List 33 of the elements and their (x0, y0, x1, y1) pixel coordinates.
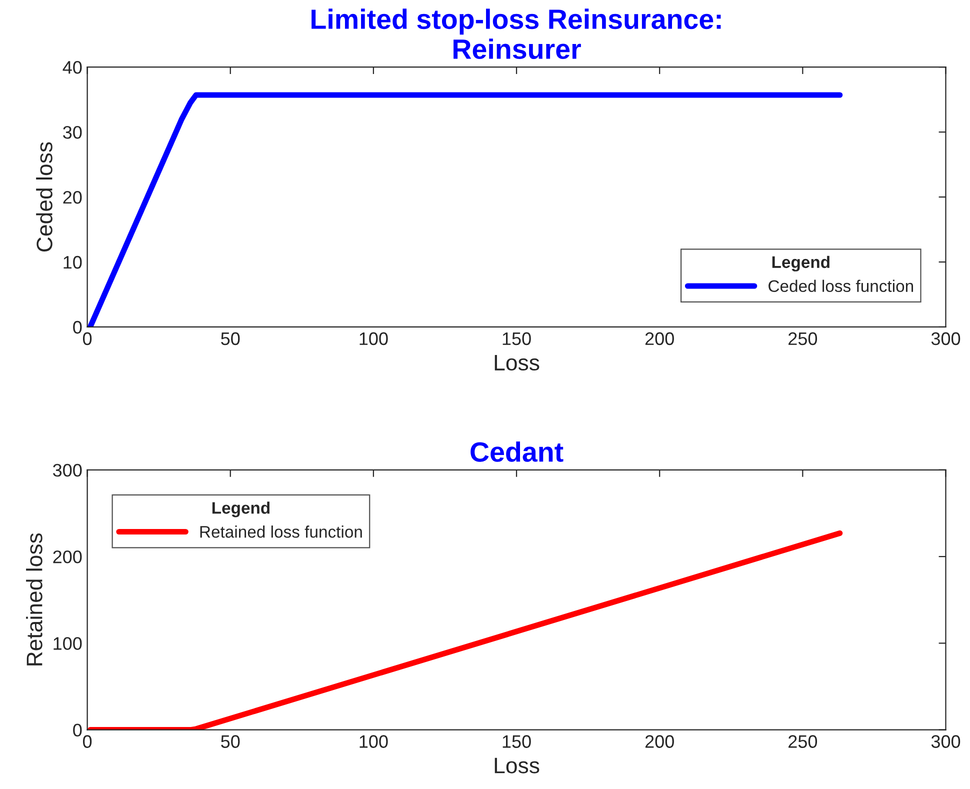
y-tick-label: 0 (73, 724, 82, 737)
y-tick-label: 20 (63, 190, 82, 204)
y-tick-label: 100 (54, 637, 82, 650)
x-tick-label: 300 (931, 332, 960, 346)
y-tick-label: 30 (63, 126, 82, 139)
x-tick-label: 150 (502, 735, 531, 748)
chart-title: Limited stop-loss Reinsurance: Reinsurer (312, 8, 721, 60)
x-tick-label: 100 (360, 332, 388, 346)
x-tick-label: 50 (221, 735, 240, 748)
legend-title: Legend (212, 502, 270, 518)
legend-label: Retained loss function (200, 526, 362, 538)
x-axis-title: Loss (494, 758, 540, 774)
y-axis-title: Ceded loss (36, 142, 52, 252)
x-tick-label: 200 (645, 735, 674, 748)
x-tick-label: 250 (788, 332, 818, 346)
x-axis-title: Loss (494, 355, 540, 371)
y-tick-label: 0 (73, 320, 82, 334)
y-axis-title: Retained loss (26, 533, 42, 666)
x-tick-label: 150 (502, 332, 531, 346)
legend-title: Legend (772, 256, 830, 272)
x-tick-label: 200 (645, 332, 674, 346)
x-tick-label: 0 (82, 735, 92, 748)
y-tick-label: 40 (62, 61, 82, 74)
x-tick-label: 250 (788, 735, 818, 748)
y-tick-label: 300 (53, 464, 82, 477)
y-tick-label: 200 (53, 550, 82, 564)
legend-label: Ceded loss function (768, 280, 914, 292)
x-tick-label: 100 (360, 735, 388, 748)
x-tick-label: 50 (221, 332, 240, 346)
chart-title: Cedant (470, 441, 564, 462)
x-tick-label: 0 (82, 332, 92, 346)
x-tick-label: 300 (931, 735, 960, 748)
y-tick-label: 10 (64, 256, 82, 269)
